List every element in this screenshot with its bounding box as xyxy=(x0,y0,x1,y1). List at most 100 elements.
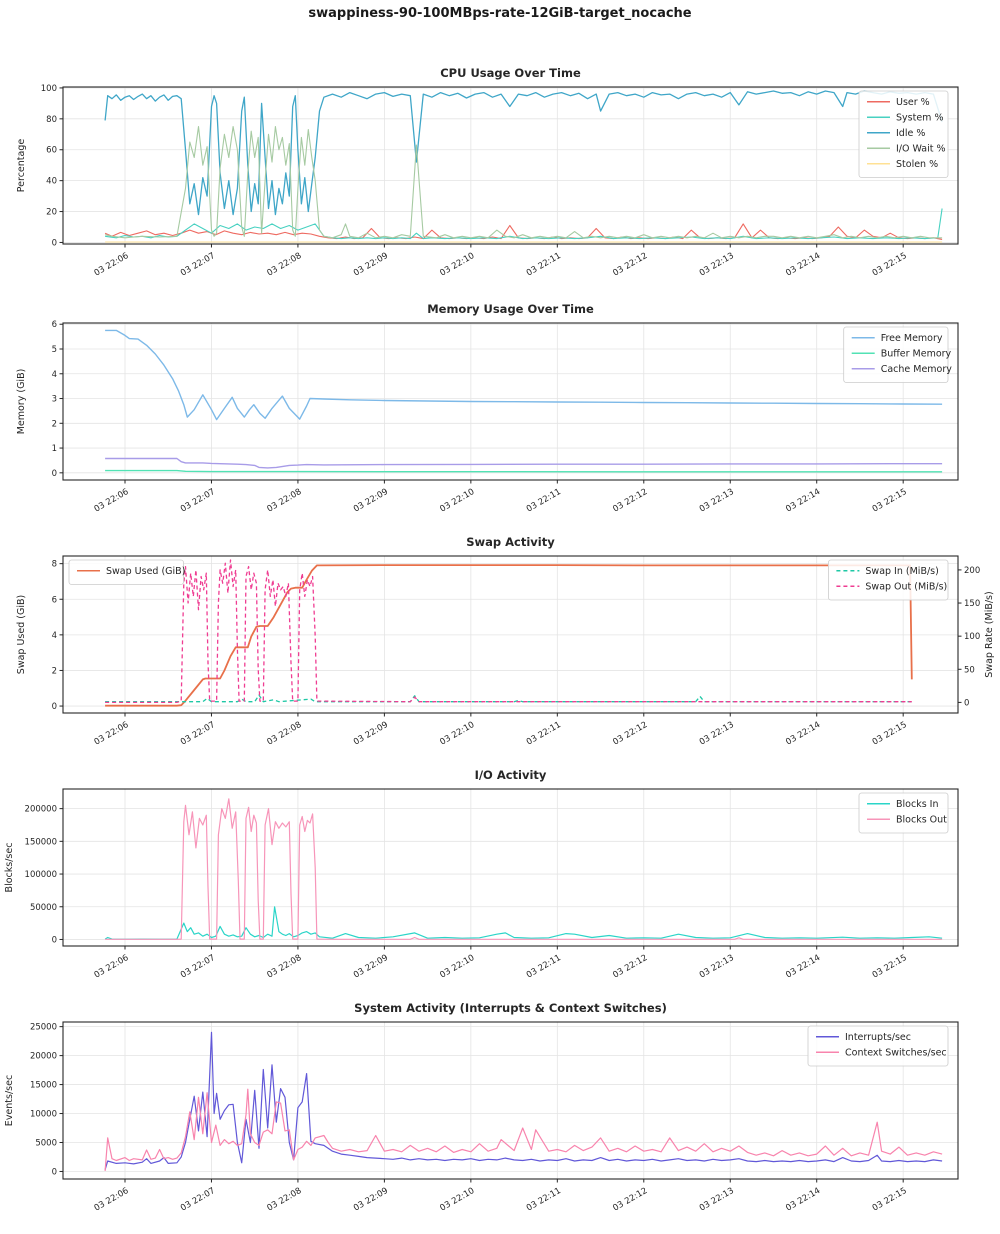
x-tick-label: 03 22:09 xyxy=(352,251,390,279)
y-tick-label: 80 xyxy=(46,115,57,125)
grid xyxy=(63,323,958,480)
chart-title: System Activity (Interrupts & Context Sw… xyxy=(354,1001,667,1015)
x-tick-label: 03 22:11 xyxy=(525,720,563,748)
right-y-tick-label: 100 xyxy=(964,632,980,642)
y-tick-label: 6 xyxy=(52,320,57,330)
y-axis: 0 20 40 60 80 100 xyxy=(41,84,63,248)
y-tick-label: 20 xyxy=(46,208,57,218)
legend-system-activity-0: Interrupts/sec Context Switches/sec xyxy=(807,1025,949,1067)
x-tick-label: 03 22:07 xyxy=(179,720,217,748)
x-tick-label: 03 22:09 xyxy=(352,487,390,515)
y-tick-label: 0 xyxy=(52,935,57,945)
y-tick-label: 50000 xyxy=(30,903,57,913)
x-tick-label: 03 22:15 xyxy=(871,251,909,279)
x-tick-label: 03 22:12 xyxy=(611,720,649,748)
series-swap-out-mib-s- xyxy=(105,559,912,704)
y-tick-label: 10000 xyxy=(30,1110,57,1120)
x-tick-label: 03 22:12 xyxy=(611,251,649,279)
y-tick-label: 200000 xyxy=(25,805,57,815)
x-tick-label: 03 22:12 xyxy=(611,487,649,515)
y-tick-label: 0 xyxy=(52,702,57,712)
x-tick-label: 03 22:08 xyxy=(266,1186,304,1214)
x-tick-label: 03 22:13 xyxy=(698,953,736,981)
x-tick-label: 03 22:11 xyxy=(525,251,563,279)
y-axis-label: Percentage xyxy=(16,139,27,193)
x-axis: 03 22:06 03 22:07 03 22:08 03 22:09 03 22:10… xyxy=(93,946,909,981)
plot-border xyxy=(62,322,959,481)
x-tick-label: 03 22:12 xyxy=(611,953,649,981)
y-axis-label: Blocks/sec xyxy=(4,843,15,893)
series-buffer-memory xyxy=(105,469,943,473)
plot-border xyxy=(62,788,959,947)
y-tick-label: 15000 xyxy=(30,1081,57,1091)
x-tick-label: 03 22:13 xyxy=(698,251,736,279)
chart-system-activity: 03 22:06 03 22:07 03 22:08 03 22:09 03 22:10… xyxy=(4,1001,959,1214)
series-idle- xyxy=(104,90,943,216)
x-tick-label: 03 22:14 xyxy=(784,953,822,981)
y-tick-label: 20000 xyxy=(30,1052,57,1062)
chart-title: Memory Usage Over Time xyxy=(427,302,594,316)
chart-swap-activity: 03 22:06 03 22:07 03 22:08 03 22:09 03 22:10… xyxy=(16,535,995,748)
x-tick-label: 03 22:08 xyxy=(266,487,304,515)
plot-border xyxy=(62,1021,959,1180)
chart-slot-io-activity: 03 22:06 03 22:07 03 22:08 03 22:09 03 22:10… xyxy=(0,760,1000,1000)
y-tick-label: 8 xyxy=(52,560,57,570)
x-tick-label: 03 22:08 xyxy=(266,251,304,279)
chart-memory-usage: 03 22:06 03 22:07 03 22:08 03 22:09 03 22:10… xyxy=(16,302,959,515)
x-tick-label: 03 22:10 xyxy=(438,251,476,279)
y-axis-label: Memory (GiB) xyxy=(16,369,27,435)
series-interrupts-sec xyxy=(104,1031,943,1170)
y-tick-label: 2 xyxy=(52,419,57,429)
x-tick-label: 03 22:10 xyxy=(438,487,476,515)
grid xyxy=(63,87,958,244)
legend-label: Blocks Out xyxy=(896,814,947,825)
chart-title: CPU Usage Over Time xyxy=(440,66,581,80)
x-axis: 03 22:06 03 22:07 03 22:08 03 22:09 03 22:10… xyxy=(93,713,909,748)
plot-border xyxy=(62,86,959,245)
legend-label: Stolen % xyxy=(896,159,938,170)
x-tick-label: 03 22:14 xyxy=(784,1186,822,1214)
series-free-memory xyxy=(105,329,943,421)
x-tick-label: 03 22:15 xyxy=(871,720,909,748)
series-system- xyxy=(105,208,943,240)
legend-label: Free Memory xyxy=(881,333,943,344)
x-tick-label: 03 22:14 xyxy=(784,720,822,748)
figure-title: swappiness-90-100MBps-rate-12GiB-target_… xyxy=(308,6,692,21)
y-tick-label: 2 xyxy=(52,666,57,676)
series-cache-memory xyxy=(105,457,943,469)
y-tick-label: 25000 xyxy=(30,1023,57,1033)
y-axis: 0 5000 10000 15000 20000 25000 xyxy=(30,1023,63,1177)
x-tick-label: 03 22:09 xyxy=(352,720,390,748)
right-y-tick-label: 0 xyxy=(964,698,969,708)
x-axis: 03 22:06 03 22:07 03 22:08 03 22:09 03 22:10… xyxy=(93,244,909,279)
right-y-tick-label: 200 xyxy=(964,566,980,576)
legend-swap-activity-0: Swap Used (GiB) xyxy=(68,559,185,585)
x-tick-label: 03 22:13 xyxy=(698,487,736,515)
legend-label: Blocks In xyxy=(896,799,939,810)
x-tick-label: 03 22:08 xyxy=(266,720,304,748)
x-tick-label: 03 22:15 xyxy=(871,1186,909,1214)
y-axis-label: Events/sec xyxy=(4,1075,15,1126)
x-tick-label: 03 22:08 xyxy=(266,953,304,981)
y-axis-label: Swap Used (GiB) xyxy=(16,595,27,674)
legend-label: Buffer Memory xyxy=(881,348,952,359)
chart-slot-memory-usage: 03 22:06 03 22:07 03 22:08 03 22:09 03 22:10… xyxy=(0,294,1000,534)
y-tick-label: 3 xyxy=(52,395,57,405)
x-tick-label: 03 22:07 xyxy=(179,1186,217,1214)
y-tick-label: 4 xyxy=(52,370,57,380)
x-tick-label: 03 22:10 xyxy=(438,1186,476,1214)
y-tick-label: 1 xyxy=(52,444,57,454)
legend-memory-usage-0: Free Memory Buffer Memory Cache Memory xyxy=(843,326,953,383)
right-y-tick-label: 50 xyxy=(964,665,975,675)
legend-label: Swap Used (GiB) xyxy=(106,566,185,577)
legend-label: Context Switches/sec xyxy=(845,1047,947,1058)
legend-label: System % xyxy=(896,112,943,123)
chart-slot-cpu-usage: 03 22:06 03 22:07 03 22:08 03 22:09 03 22:10… xyxy=(0,58,1000,298)
legend-label: Cache Memory xyxy=(881,364,953,375)
chart-cpu-usage: 03 22:06 03 22:07 03 22:08 03 22:09 03 22:10… xyxy=(16,66,959,279)
y-tick-label: 150000 xyxy=(25,837,57,847)
series-swap-in-mib-s- xyxy=(105,694,912,703)
legend-label: Interrupts/sec xyxy=(845,1032,911,1043)
legend-label: Idle % xyxy=(896,128,925,139)
legend-io-activity-0: Blocks In Blocks Out xyxy=(858,792,949,834)
